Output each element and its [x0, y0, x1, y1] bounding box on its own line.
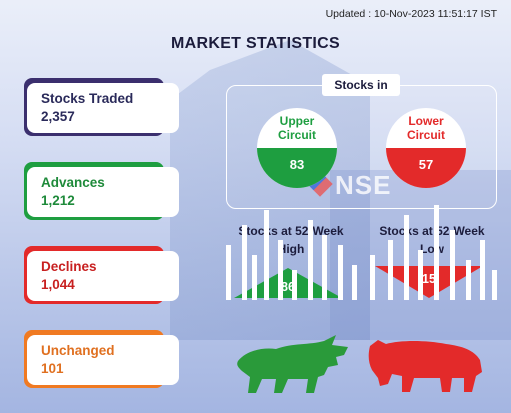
page-title: MARKET STATISTICS — [171, 35, 340, 52]
upper-circuit-label-line1: Upper — [279, 114, 315, 128]
stat-value: 1,044 — [41, 277, 75, 292]
stat-label: Advances — [41, 175, 105, 190]
upper-circuit-badge[interactable]: Upper Circuit 83 — [257, 108, 337, 188]
decorative-bar — [418, 250, 423, 300]
decorative-bar — [480, 240, 485, 300]
stat-label: Unchanged — [41, 343, 115, 358]
lower-circuit-label-line2: Circuit — [406, 128, 445, 142]
decorative-bar — [322, 235, 327, 300]
decorative-bar — [292, 270, 297, 300]
week52-low-label-line1: Stocks at 52-Week — [379, 224, 485, 238]
updated-timestamp: Updated : 10-Nov-2023 11:51:17 IST — [325, 8, 497, 20]
stat-card-stocks-traded[interactable]: Stocks Traded 2,357 — [27, 83, 179, 133]
upper-circuit-label: Upper Circuit — [257, 108, 337, 148]
decorative-bar — [466, 260, 471, 300]
decorative-bar — [226, 245, 231, 300]
week52-high-value: 86 — [281, 280, 295, 294]
upper-circuit-label-line2: Circuit — [277, 128, 316, 142]
lower-circuit-label: Lower Circuit — [386, 108, 466, 148]
week52-low-value: 15 — [422, 272, 436, 286]
bear-icon — [368, 340, 482, 392]
nse-logo-text: NSE — [335, 170, 392, 200]
stat-card-unchanged[interactable]: Unchanged 101 — [27, 335, 179, 385]
stat-label: Stocks Traded — [41, 91, 134, 106]
decorative-bar — [492, 270, 497, 300]
decorative-bar — [370, 255, 375, 300]
decorative-bar — [252, 255, 257, 300]
week52-high-label-line2: High — [277, 242, 305, 256]
decorative-bar — [338, 245, 343, 300]
decorative-bar — [264, 210, 269, 300]
decorative-bar — [434, 205, 439, 300]
upper-circuit-value: 83 — [257, 148, 337, 188]
lower-circuit-badge[interactable]: Lower Circuit 57 — [386, 108, 466, 188]
week52-high-up-arrow-icon[interactable] — [234, 268, 342, 298]
week52-low-label-line2: Low — [420, 242, 444, 256]
lower-circuit-value: 57 — [386, 148, 466, 188]
lower-circuit-label-line1: Lower — [408, 114, 444, 128]
bull-icon — [237, 335, 348, 393]
stat-label: Declines — [41, 259, 97, 274]
decorative-bar — [388, 240, 393, 300]
stat-card-declines[interactable]: Declines 1,044 — [27, 251, 179, 301]
stat-card-advances[interactable]: Advances 1,212 — [27, 167, 179, 217]
decorative-bar — [308, 220, 313, 300]
week52-low-down-arrow-icon[interactable] — [375, 266, 483, 298]
stat-value: 1,212 — [41, 193, 75, 208]
decorative-bar — [278, 240, 283, 300]
decorative-bar — [450, 230, 455, 300]
stat-value: 2,357 — [41, 109, 75, 124]
week52-low-label: Stocks at 52-Week Low — [367, 222, 497, 258]
decorative-bar — [242, 225, 247, 300]
decorative-bar — [404, 215, 409, 300]
stocks-in-label: Stocks in — [322, 74, 400, 96]
stat-value: 101 — [41, 361, 64, 376]
decorative-bar — [352, 265, 357, 300]
